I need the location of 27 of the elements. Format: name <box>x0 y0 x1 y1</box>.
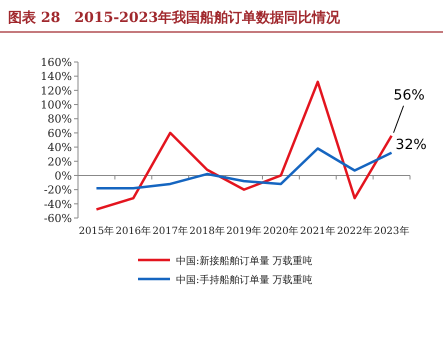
x-tick-label: 2019年 <box>226 225 262 237</box>
x-tick-label: 2017年 <box>152 225 188 237</box>
legend-label: 中国:手持船舶订单量 万载重吨 <box>176 274 313 286</box>
x-tick-label: 2023年 <box>374 225 410 237</box>
x-tick-label: 2022年 <box>336 225 372 237</box>
y-tick-label: 80% <box>48 112 72 126</box>
legend-label: 中国:新接船舶订单量 万载重吨 <box>176 255 313 267</box>
x-tick-label: 2018年 <box>189 225 225 237</box>
y-tick-label: -20% <box>44 184 72 197</box>
y-tick-label: 40% <box>48 141 72 154</box>
y-tick-label: -60% <box>44 212 72 225</box>
annotation: 56% <box>393 88 425 134</box>
y-tick-label: 20% <box>48 155 72 168</box>
y-tick-label: 100% <box>40 98 72 112</box>
x-tick-label: 2016年 <box>116 225 152 237</box>
annotation: 32% <box>396 136 427 153</box>
x-tick-label: 2020年 <box>263 225 299 237</box>
y-tick-label: 60% <box>48 126 72 140</box>
y-tick-label: -40% <box>44 198 72 211</box>
y-tick-label: 160% <box>40 56 72 69</box>
x-tick-label: 2021年 <box>300 225 336 237</box>
x-tick-label: 2015年 <box>78 225 114 237</box>
annotation: 56% <box>394 88 425 104</box>
y-tick-label: 120% <box>40 84 72 98</box>
y-tick-label: 140% <box>40 70 72 84</box>
title: 图表 28 2015-2023年我国船舶订单数据同比情况 <box>8 10 340 26</box>
y-tick-label: 0% <box>54 169 72 182</box>
